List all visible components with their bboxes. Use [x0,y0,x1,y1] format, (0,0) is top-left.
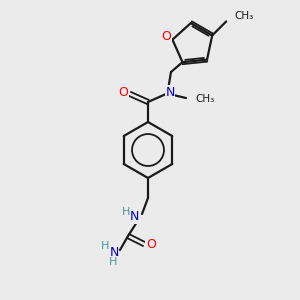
Text: H: H [122,207,130,217]
Text: N: N [129,211,139,224]
Text: H: H [109,257,117,267]
Text: O: O [161,30,171,43]
Text: N: N [109,245,119,259]
Text: O: O [118,86,128,100]
Text: N: N [165,85,175,98]
Text: CH₃: CH₃ [234,11,254,22]
Text: H: H [101,241,109,251]
Text: CH₃: CH₃ [195,94,214,104]
Text: O: O [146,238,156,251]
